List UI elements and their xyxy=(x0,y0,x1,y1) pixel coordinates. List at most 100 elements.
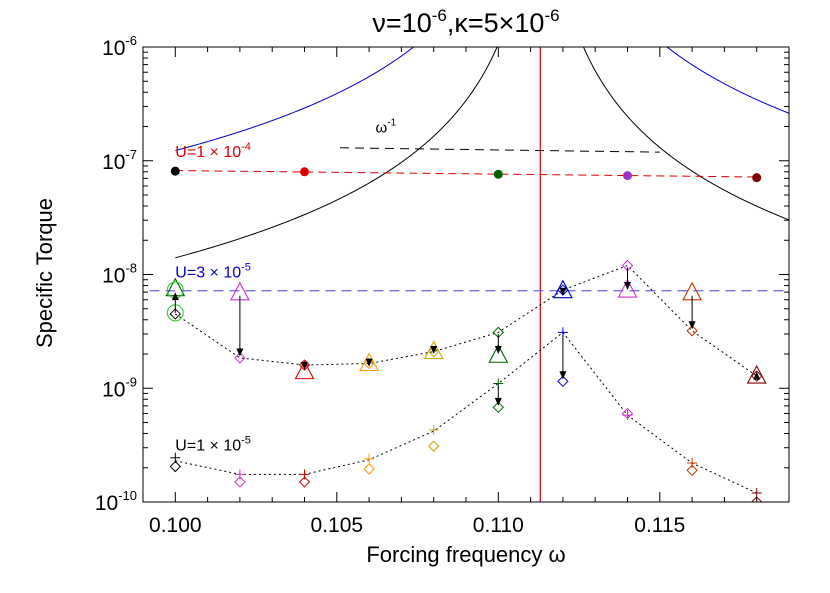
y-tick-label-base: 10 xyxy=(102,151,125,174)
plus-marker xyxy=(234,469,245,480)
y-tick-label: 10-9 xyxy=(102,374,137,401)
plus-marker xyxy=(170,452,181,463)
y-tick-label-base: 10 xyxy=(102,378,125,401)
y-tick-label-base: 10 xyxy=(102,265,125,288)
axes: 0.100 0.105 0.110 0.11510-1010-910-810-710-… xyxy=(95,33,790,537)
x-axis-label: Forcing frequency ω xyxy=(366,542,565,567)
triangle-marker xyxy=(488,344,509,363)
theory-curve-blue-left xyxy=(175,47,415,152)
arrow-head xyxy=(301,361,308,370)
triangle-marker xyxy=(423,340,444,360)
filled-circle-marker xyxy=(493,169,503,179)
triangle-marker xyxy=(294,360,315,380)
arrow-head xyxy=(171,292,179,301)
filled-circle-marker xyxy=(300,167,309,177)
plus-marker xyxy=(364,453,375,464)
y-tick-label: 10-6 xyxy=(102,33,137,60)
plus-marker xyxy=(687,458,698,469)
plus-marker xyxy=(622,410,633,421)
curve-label-exponent: -4 xyxy=(241,141,251,153)
y-tick-label-exponent: -8 xyxy=(125,261,137,276)
dotted-curve-lower xyxy=(175,331,757,494)
arrow-head xyxy=(559,287,567,296)
chart-title-kappa-exponent: -6 xyxy=(544,6,559,25)
omega-inverse-label: ω-1 xyxy=(376,117,397,136)
y-tick-label: 10-7 xyxy=(102,147,137,174)
diamond-marker xyxy=(169,460,182,473)
filled-circle-marker xyxy=(623,171,632,181)
curve-label-value: U=1 xyxy=(175,144,205,161)
curve-label-exponent: -5 xyxy=(241,262,251,274)
arrow-head xyxy=(688,321,696,330)
y-tick-label-exponent: -9 xyxy=(125,374,137,389)
diamond-marker xyxy=(750,370,763,382)
arrow-head xyxy=(559,371,567,380)
x-tick-label: 0.105 xyxy=(311,514,364,537)
curve-label-multiplier: × 10 xyxy=(205,144,241,161)
arrow-head xyxy=(430,346,438,355)
diamond-marker xyxy=(298,476,311,488)
chart-title: ν=10-6,κ=5×10-6 xyxy=(372,6,559,38)
diamond-marker xyxy=(363,463,375,475)
y-tick-label: 10-10 xyxy=(95,488,137,515)
chart-title-nu-exponent: -6 xyxy=(432,6,447,25)
fit-line-u1e-4 xyxy=(175,170,757,178)
dotted-curve-upper xyxy=(175,264,757,377)
diamond-marker xyxy=(234,352,246,364)
curve-label-value: U=3 xyxy=(175,265,205,282)
curve-label: U=1 × 10-4 xyxy=(175,141,251,161)
plus-marker xyxy=(751,487,762,498)
curve-label: U=1 × 10-5 xyxy=(175,434,251,454)
x-tick-label: 0.100 xyxy=(149,514,202,537)
filled-circle-marker xyxy=(752,173,762,183)
diamond-marker xyxy=(363,357,375,370)
omega-inverse-label-exponent: -1 xyxy=(387,117,396,128)
y-tick-label-base: 10 xyxy=(95,492,118,515)
arrow-head xyxy=(236,348,244,357)
theory-curve-black-right xyxy=(582,47,789,221)
diamond-marker xyxy=(686,325,698,337)
plus-marker xyxy=(299,469,310,480)
omega-inverse-line xyxy=(340,147,660,153)
theory-curve-blue-right xyxy=(666,47,789,114)
curve-label: U=3 × 10-5 xyxy=(175,262,251,282)
x-tick-label: 0.110 xyxy=(473,514,524,537)
triangle-marker xyxy=(746,364,767,384)
x-tick-label: 0.115 xyxy=(634,514,685,537)
triangle-marker xyxy=(359,352,380,372)
plot-area: U=1 × 10-4U=3 × 10-5U=1 × 10-5ω-1 xyxy=(149,47,789,502)
y-tick-label-base: 10 xyxy=(102,37,125,60)
arrow-head xyxy=(494,346,502,355)
diamond-marker xyxy=(234,476,246,488)
chart-title-kappa: ,κ=5×10 xyxy=(447,8,545,38)
arrow-head xyxy=(753,371,761,380)
diamond-marker xyxy=(427,345,440,358)
diamond-marker xyxy=(427,440,440,452)
y-tick-label-exponent: -7 xyxy=(125,147,137,162)
curve-label-multiplier: × 10 xyxy=(205,265,241,282)
diamond-marker xyxy=(750,496,763,502)
theory-curve-black-left xyxy=(175,47,498,259)
triangle-marker xyxy=(617,278,638,298)
diamond-marker xyxy=(557,375,569,388)
diamond-marker xyxy=(169,308,182,320)
arrow-head xyxy=(365,358,373,367)
diamond-marker xyxy=(492,401,505,414)
y-tick-label: 10-8 xyxy=(102,261,137,288)
y-tick-label-exponent: -6 xyxy=(125,33,137,48)
diamond-marker xyxy=(686,464,698,476)
plus-marker xyxy=(428,424,439,435)
omega-inverse-label-base: ω xyxy=(376,119,388,136)
y-tick-label-exponent: -10 xyxy=(118,488,137,503)
arrow-head xyxy=(624,282,631,291)
curve-label-value: U=1 xyxy=(175,437,205,454)
chart-title-nu: ν=10 xyxy=(372,8,431,38)
curve-label-multiplier: × 10 xyxy=(205,437,241,454)
arrow-head xyxy=(494,397,502,406)
filled-circle-marker xyxy=(170,166,180,176)
curve-label-exponent: -5 xyxy=(241,434,251,446)
y-axis-label: Specific Torque xyxy=(32,198,57,348)
diamond-marker xyxy=(298,359,311,371)
